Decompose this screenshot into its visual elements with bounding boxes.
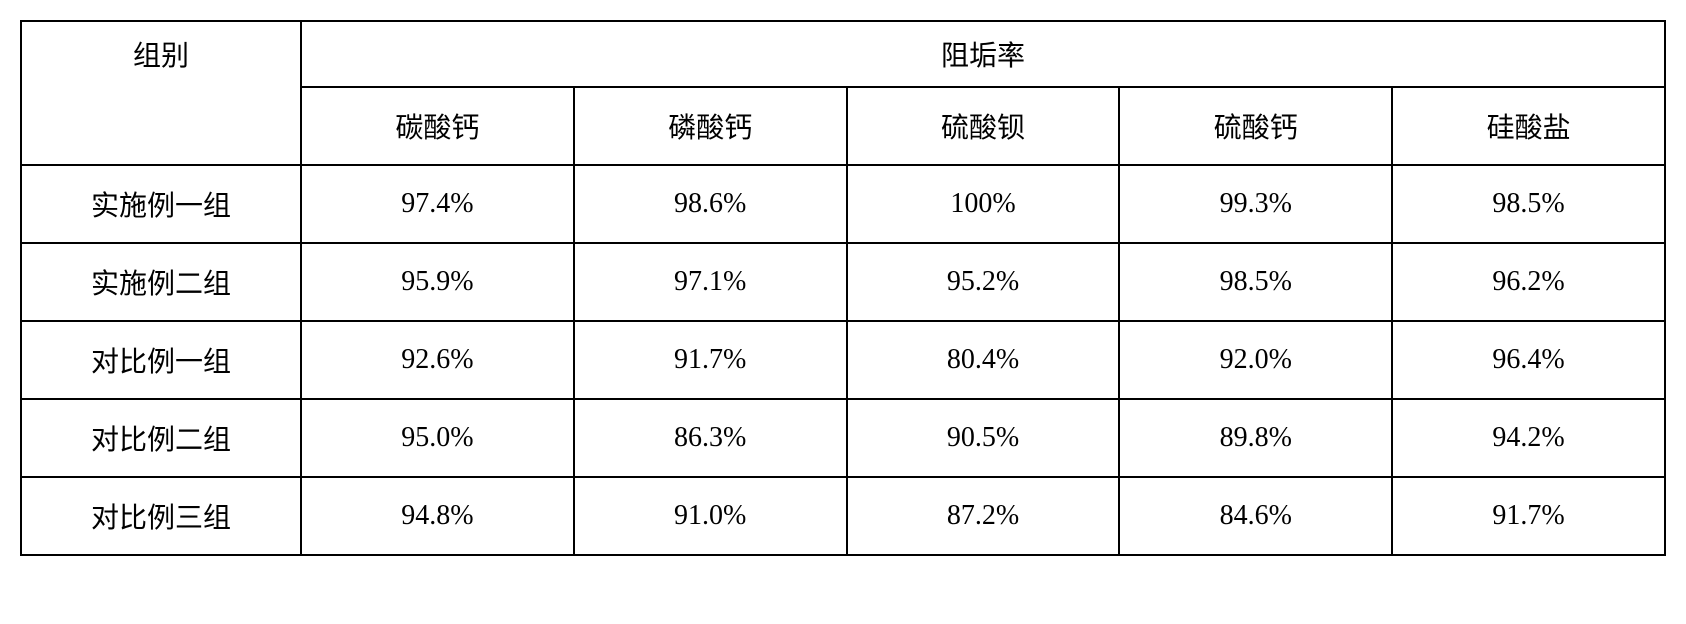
data-cell: 99.3%	[1119, 165, 1392, 243]
data-cell: 98.5%	[1392, 165, 1665, 243]
table-row: 对比例二组 95.0% 86.3% 90.5% 89.8% 94.2%	[21, 399, 1665, 477]
data-cell: 97.1%	[574, 243, 847, 321]
data-cell: 84.6%	[1119, 477, 1392, 555]
data-cell: 95.9%	[301, 243, 574, 321]
data-cell: 80.4%	[847, 321, 1120, 399]
table-container: 组别 阻垢率 碳酸钙 磷酸钙 硫酸钡 硫酸钙 硅酸盐 实施例一组 97.4% 9…	[20, 20, 1666, 556]
data-cell: 91.0%	[574, 477, 847, 555]
data-cell: 91.7%	[574, 321, 847, 399]
subheader-2: 磷酸钙	[574, 87, 847, 165]
data-cell: 89.8%	[1119, 399, 1392, 477]
row-label-1: 实施例一组	[21, 165, 301, 243]
subheader-1: 碳酸钙	[301, 87, 574, 165]
row-label-2: 实施例二组	[21, 243, 301, 321]
table-row: 对比例一组 92.6% 91.7% 80.4% 92.0% 96.4%	[21, 321, 1665, 399]
header-row-1: 组别 阻垢率	[21, 21, 1665, 87]
group-header-cell: 组别	[21, 21, 301, 165]
subheader-3: 硫酸钡	[847, 87, 1120, 165]
data-cell: 94.2%	[1392, 399, 1665, 477]
data-cell: 87.2%	[847, 477, 1120, 555]
data-cell: 92.6%	[301, 321, 574, 399]
table-row: 实施例二组 95.9% 97.1% 95.2% 98.5% 96.2%	[21, 243, 1665, 321]
row-label-5: 对比例三组	[21, 477, 301, 555]
data-cell: 92.0%	[1119, 321, 1392, 399]
subheader-5: 硅酸盐	[1392, 87, 1665, 165]
data-cell: 90.5%	[847, 399, 1120, 477]
row-label-4: 对比例二组	[21, 399, 301, 477]
table-row: 实施例一组 97.4% 98.6% 100% 99.3% 98.5%	[21, 165, 1665, 243]
data-cell: 96.4%	[1392, 321, 1665, 399]
row-label-3: 对比例一组	[21, 321, 301, 399]
data-cell: 94.8%	[301, 477, 574, 555]
data-cell: 97.4%	[301, 165, 574, 243]
data-cell: 91.7%	[1392, 477, 1665, 555]
data-cell: 95.2%	[847, 243, 1120, 321]
data-cell: 100%	[847, 165, 1120, 243]
data-table: 组别 阻垢率 碳酸钙 磷酸钙 硫酸钡 硫酸钙 硅酸盐 实施例一组 97.4% 9…	[20, 20, 1666, 556]
rate-header-cell: 阻垢率	[301, 21, 1665, 87]
data-cell: 86.3%	[574, 399, 847, 477]
data-cell: 98.5%	[1119, 243, 1392, 321]
data-cell: 98.6%	[574, 165, 847, 243]
table-body: 实施例一组 97.4% 98.6% 100% 99.3% 98.5% 实施例二组…	[21, 165, 1665, 555]
data-cell: 95.0%	[301, 399, 574, 477]
subheader-4: 硫酸钙	[1119, 87, 1392, 165]
table-row: 对比例三组 94.8% 91.0% 87.2% 84.6% 91.7%	[21, 477, 1665, 555]
data-cell: 96.2%	[1392, 243, 1665, 321]
table-header: 组别 阻垢率 碳酸钙 磷酸钙 硫酸钡 硫酸钙 硅酸盐	[21, 21, 1665, 165]
